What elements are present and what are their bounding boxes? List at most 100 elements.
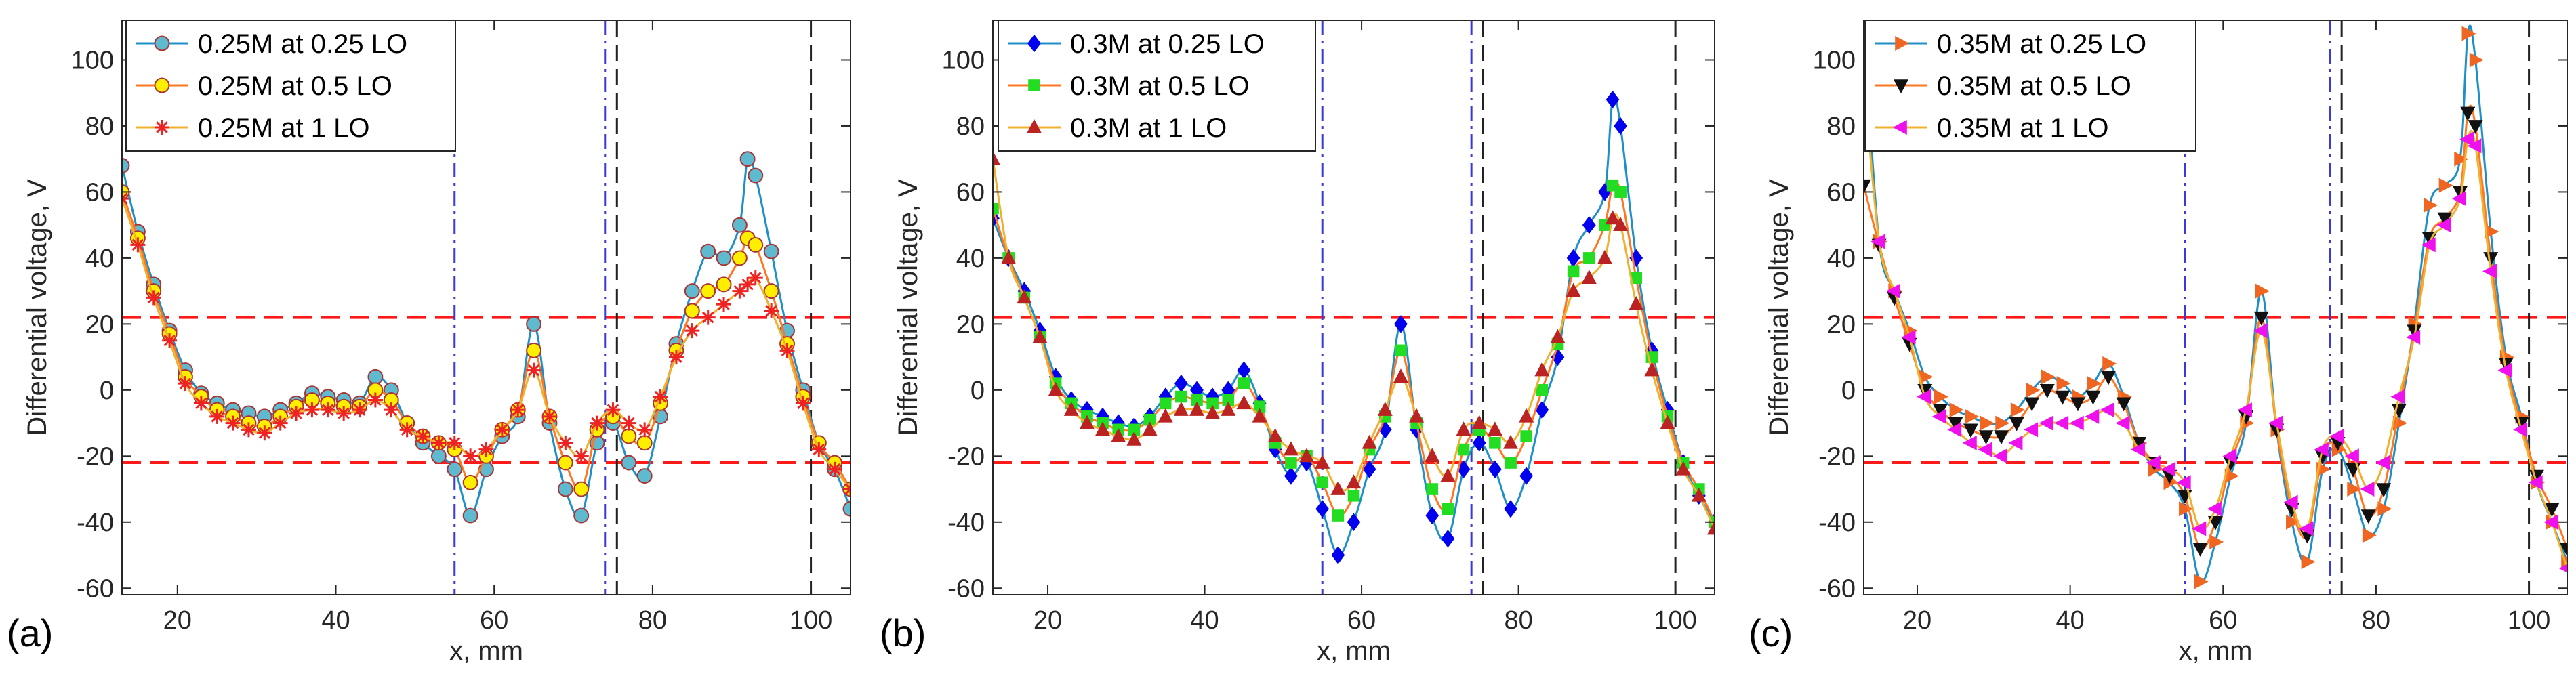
data-point [2056,376,2071,392]
data-point [1901,329,1916,345]
axes-frame [121,20,851,595]
data-point [1442,503,1454,515]
data-point [1520,430,1532,442]
y-tick-label: -20 [947,442,985,471]
data-point [763,243,779,259]
data-point [2024,397,2040,412]
data-point [1605,210,1620,225]
chart-panel: 20 40 60 80 100 -60 -40 -20 0 20 40 60 80 100 x, mm Dif… [7,20,851,666]
data-point [2390,389,2405,404]
data-point [447,461,463,478]
y-tick-label: 60 [956,178,985,207]
panel-letter: (a) [7,612,53,654]
data-point [1347,489,1360,502]
data-point [1614,186,1627,198]
legend: 0.25M at 0.25 LO 0.25M at 0.5 LO 0.25M at … [125,20,456,152]
data-point [811,442,827,457]
y-tick-label: 20 [1827,310,1856,339]
data-point [1489,437,1501,449]
y-tick-label: 0 [1841,377,1856,405]
data-point [2085,390,2101,405]
data-point [526,342,542,358]
data-point [1362,434,1377,449]
panel-letter: (c) [1749,612,1793,654]
data-point [1597,249,1612,264]
data-point [2024,422,2039,438]
data-point [1173,401,1189,416]
data-point [700,283,716,299]
data-point [1566,249,1580,268]
data-point [2041,369,2056,385]
data-point [1691,487,1706,502]
data-point [1978,442,1992,457]
data-point [1519,408,1534,423]
data-point [1206,397,1219,410]
data-point [2222,448,2237,464]
data-point [2375,455,2390,471]
data-point [2558,564,2567,573]
data-point [2102,356,2117,371]
data-point [1315,454,1330,469]
data-point [2087,376,2102,392]
data-point [1299,448,1315,463]
data-point [1128,423,1141,436]
y-tick-label: 20 [85,310,114,339]
x-tick-label: 20 [1903,606,1931,635]
data-point [1378,421,1392,439]
data-point [1426,483,1439,495]
data-point [526,362,541,378]
data-point [241,422,256,438]
data-point [1488,460,1502,479]
data-point [415,429,431,444]
data-point [1534,362,1550,377]
x-axis-label: x, mm [2179,636,2253,666]
data-point [764,303,779,318]
data-point [1994,430,2009,445]
y-axis-label: Differential voltage, V [893,179,923,436]
data-point [557,455,573,471]
data-point [605,402,621,418]
legend-marker [154,77,170,93]
data-point [1332,509,1345,522]
data-point [1158,408,1173,423]
legend-marker [1028,79,1040,91]
y-tick-label: 60 [85,178,114,207]
data-point [2192,542,2208,557]
legend: 0.3M at 0.25 LO 0.3M at 0.5 LO 0.3M at 1 L… [998,20,1316,152]
data-point [1315,500,1330,518]
data-point [2453,186,2468,201]
data-point [716,250,732,266]
y-tick-label: -60 [77,574,114,603]
series-group [1864,22,2567,589]
data-point [1191,394,1203,406]
data-point [2161,461,2176,477]
x-tick-label: 40 [321,606,350,635]
data-point [1660,415,1675,429]
data-point [993,202,999,215]
x-tick-label: 100 [790,606,832,635]
data-point [2498,358,2514,372]
data-point [2179,501,2193,517]
chart-panel: 20 40 60 80 100 -60 -40 -20 0 20 40 60 80 100 x, mm Dif… [880,20,1715,666]
data-point [1362,460,1376,479]
y-tick-label: -60 [1818,574,1856,603]
data-point [740,276,756,292]
data-point [748,236,764,253]
data-point [2069,415,2084,431]
data-point [557,481,573,497]
data-point [1268,440,1282,459]
x-tick-label: 60 [480,606,508,635]
data-point [2010,402,2025,418]
data-point [2347,482,2362,497]
data-point [1394,315,1408,333]
data-point [1205,404,1221,419]
x-tick-label: 20 [163,606,192,635]
data-point [1267,427,1283,442]
data-point [1457,443,1470,456]
axes-frame [1863,20,2568,595]
data-point [621,415,636,431]
data-point [590,415,605,431]
data-point [795,396,811,411]
data-point [2482,264,2497,279]
series-group [122,151,851,524]
